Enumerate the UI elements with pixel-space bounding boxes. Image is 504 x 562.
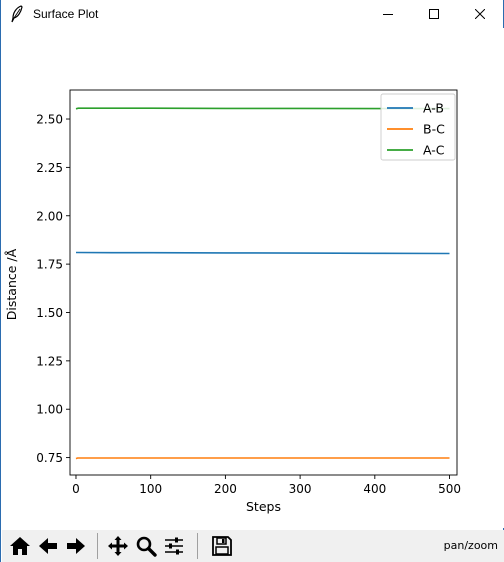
back-arrow-icon (37, 535, 59, 557)
series-line-a-c (75, 107, 450, 110)
plot-frame (69, 89, 458, 476)
y-tick-label: 1.25 (36, 354, 63, 368)
series-line-b-c (75, 457, 450, 460)
navigation-toolbar: pan/zoom (2, 530, 504, 562)
minimize-icon (383, 9, 393, 19)
title-bar[interactable]: Surface Plot (1, 0, 503, 28)
legend-label-a-b: A-B (423, 101, 444, 116)
pan-icon (107, 535, 129, 557)
figure-canvas[interactable]: 0 100 200 300 400 500 0.75 1.00 1.25 1.50 1.75 2.00… (2, 28, 504, 528)
back-button[interactable] (35, 533, 61, 559)
pan-button[interactable] (105, 533, 131, 559)
y-axis-label: Distance /Å (4, 248, 19, 320)
y-tick-label: 2.25 (36, 161, 63, 175)
feather-icon (9, 5, 25, 23)
minimize-button[interactable] (365, 0, 411, 28)
window-title: Surface Plot (33, 7, 99, 21)
close-icon (475, 9, 485, 19)
x-axis-label: Steps (246, 499, 281, 514)
x-tick-label: 100 (139, 482, 162, 496)
toolbar-status-text: pan/zoom (443, 539, 498, 552)
toolbar-separator (97, 533, 98, 559)
x-tick-label: 200 (214, 482, 237, 496)
zoom-button[interactable] (133, 533, 159, 559)
save-floppy-icon (211, 535, 233, 557)
forward-button[interactable] (63, 533, 89, 559)
y-tick-label: 1.00 (36, 403, 63, 417)
series-line-a-b (76, 251, 450, 255)
configure-subplots-button[interactable] (161, 533, 187, 559)
save-button[interactable] (209, 533, 235, 559)
close-button[interactable] (457, 0, 503, 28)
line-chart: 0 100 200 300 400 500 0.75 1.00 1.25 1.50 1.75 2.00… (4, 89, 461, 514)
x-tick-label: 300 (289, 482, 312, 496)
legend-box (380, 93, 456, 161)
home-button[interactable] (7, 533, 33, 559)
zoom-magnifier-icon (135, 535, 157, 557)
y-tick-label: 0.75 (36, 451, 63, 465)
x-tick-label: 0 (72, 482, 80, 496)
legend-label-b-c: B-C (423, 122, 445, 137)
maximize-button[interactable] (411, 0, 457, 28)
maximize-icon (429, 9, 439, 19)
toolbar-separator (197, 533, 198, 559)
y-tick-label: 1.50 (36, 306, 63, 320)
y-tick-label: 2.00 (36, 209, 63, 223)
forward-arrow-icon (65, 535, 87, 557)
y-tick-label: 1.75 (36, 258, 63, 272)
y-tick-label: 2.50 (36, 113, 63, 127)
x-tick-label: 500 (438, 482, 461, 496)
configure-subplots-icon (163, 535, 185, 557)
legend-label-a-c: A-C (423, 143, 445, 158)
home-icon (9, 535, 31, 557)
x-tick-label: 400 (363, 482, 386, 496)
